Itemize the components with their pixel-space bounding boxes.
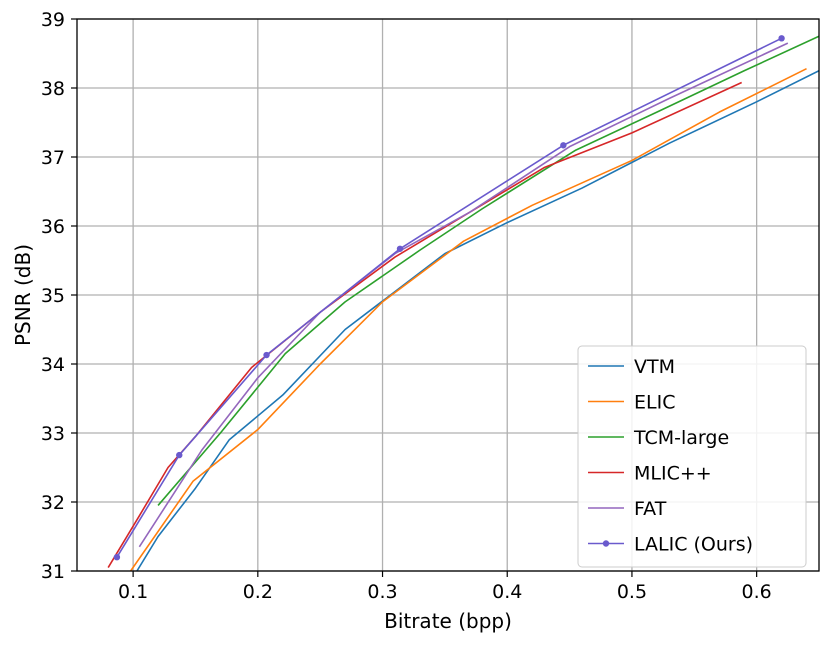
y-tick-label: 37 xyxy=(41,147,65,169)
legend-label: MLIC++ xyxy=(634,463,712,485)
series-lines xyxy=(107,35,819,571)
data-point-lalic-ours xyxy=(396,245,404,252)
y-tick-label: 39 xyxy=(41,9,65,31)
legend-label: LALIC (Ours) xyxy=(634,534,753,556)
y-tick-label: 38 xyxy=(41,78,65,100)
legend-entry-mlic: MLIC++ xyxy=(588,463,712,485)
x-tick-label: 0.6 xyxy=(742,581,772,603)
legend-box xyxy=(577,345,807,568)
data-point-lalic-ours xyxy=(263,351,270,359)
series-line-tcm-large xyxy=(157,35,819,506)
y-tick-label: 33 xyxy=(41,423,65,445)
grid xyxy=(77,18,819,572)
y-axis-ticks: 31 32 33 34 35 36 37 38 39 xyxy=(41,9,77,583)
x-axis-ticks: 0.1 0.2 0.3 0.4 0.5 0.6 xyxy=(118,571,772,603)
series-elic xyxy=(129,67,807,571)
x-tick-label: 0.2 xyxy=(243,581,273,603)
data-point-lalic-ours xyxy=(176,451,183,459)
legend-entry-elic: ELIC xyxy=(588,392,675,414)
data-point-lalic-ours xyxy=(560,142,567,149)
y-tick-label: 31 xyxy=(41,561,65,583)
series-tcm-large xyxy=(157,35,819,506)
series-vtm xyxy=(136,70,819,571)
x-tick-label: 0.3 xyxy=(367,581,397,603)
data-point-lalic-ours xyxy=(113,554,121,561)
legend-label: ELIC xyxy=(634,392,675,414)
legend-entry-fat: FAT xyxy=(588,498,667,520)
legend: VTM ELIC TCM-large MLIC++ FAT LALIC (Ours) xyxy=(577,345,807,568)
legend-entry-vtm: VTM xyxy=(588,356,675,378)
series-line-lalic-ours xyxy=(116,37,782,558)
legend-label: FAT xyxy=(634,498,667,520)
x-tick-label: 0.4 xyxy=(492,581,522,603)
x-axis-label: Bitrate (bpp) xyxy=(384,609,512,633)
legend-label: TCM-large xyxy=(633,427,729,449)
data-point-lalic-ours xyxy=(778,35,785,42)
y-tick-label: 32 xyxy=(41,492,65,514)
y-axis-label: PSNR (dB) xyxy=(11,244,35,346)
legend-label: VTM xyxy=(634,356,675,378)
y-tick-label: 34 xyxy=(41,354,65,376)
series-lalic-ours xyxy=(113,35,785,561)
legend-marker xyxy=(602,540,610,547)
x-tick-label: 0.5 xyxy=(617,581,647,603)
series-line-elic xyxy=(129,67,807,571)
legend-entry-lalic-ours: LALIC (Ours) xyxy=(588,534,753,556)
x-tick-label: 0.1 xyxy=(118,581,148,603)
y-tick-label: 35 xyxy=(41,285,65,307)
legend-entry-tcm-large: TCM-large xyxy=(588,427,729,449)
y-tick-label: 36 xyxy=(41,216,65,238)
series-line-vtm xyxy=(136,70,819,571)
